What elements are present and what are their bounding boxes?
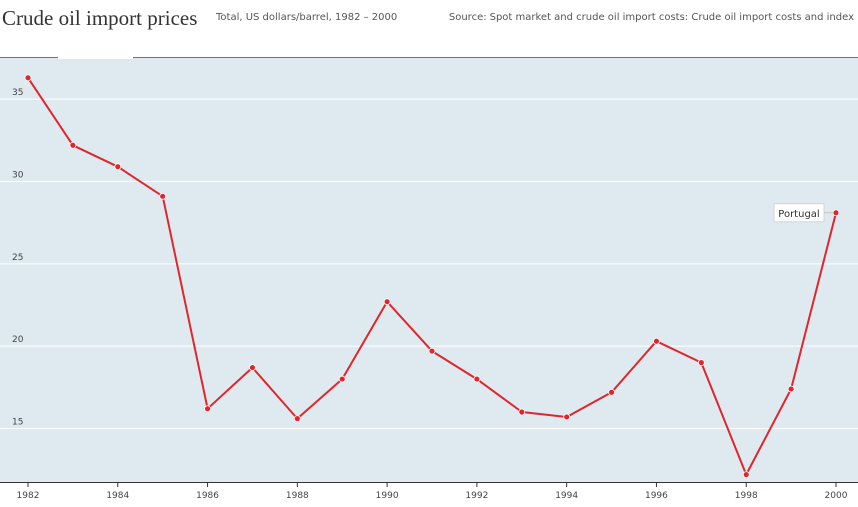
chart-header: Crude oil import prices Total, US dollar… bbox=[0, 0, 858, 40]
data-point bbox=[114, 163, 122, 171]
data-point bbox=[832, 209, 840, 217]
data-point bbox=[428, 347, 436, 355]
chart-subtitle: Total, US dollars/barrel, 1982 – 2000 bbox=[216, 12, 398, 23]
x-tick-label: 1994 bbox=[555, 491, 578, 501]
y-tick-label: 20 bbox=[12, 335, 24, 345]
data-point bbox=[159, 192, 167, 200]
x-tick-label: 1986 bbox=[196, 491, 219, 501]
data-point bbox=[697, 359, 705, 367]
data-point bbox=[383, 298, 391, 306]
x-tick-label: 1990 bbox=[376, 491, 399, 501]
series-group bbox=[24, 74, 840, 478]
data-point bbox=[653, 337, 660, 345]
data-point bbox=[204, 405, 211, 413]
series-label-group: Portugal bbox=[773, 203, 833, 223]
y-tick-label: 35 bbox=[12, 88, 23, 98]
source-text: Spot market and crude oil import costs: … bbox=[489, 12, 854, 23]
data-point bbox=[293, 415, 301, 423]
data-point bbox=[518, 408, 526, 416]
x-tick-label: 1988 bbox=[286, 491, 309, 501]
data-point bbox=[338, 375, 346, 383]
data-point bbox=[249, 364, 256, 371]
x-tick-label: 1992 bbox=[465, 491, 488, 501]
x-tick-label: 2000 bbox=[825, 491, 848, 501]
data-point bbox=[563, 413, 571, 421]
y-tick-label: 15 bbox=[12, 417, 23, 427]
y-axis: 15 20 25 30 35 bbox=[12, 88, 24, 427]
data-point bbox=[608, 388, 615, 396]
data-point bbox=[24, 74, 32, 82]
chart-title: Crude oil import prices bbox=[2, 6, 198, 30]
x-tick-label: 1998 bbox=[735, 491, 758, 501]
data-point bbox=[473, 375, 481, 383]
x-axis: 1982 1984 1986 1988 1990 1992 1994 1996 1998 2000 bbox=[0, 482, 858, 501]
plot-background bbox=[0, 58, 858, 482]
y-tick-label: 25 bbox=[12, 253, 23, 263]
data-point bbox=[787, 385, 795, 393]
plot-area bbox=[0, 56, 858, 482]
x-tick-label: 1984 bbox=[106, 491, 129, 501]
header-rule-notch bbox=[58, 56, 133, 59]
gridlines bbox=[0, 98, 858, 429]
data-point bbox=[69, 141, 77, 149]
data-point bbox=[742, 471, 750, 478]
series-label: Portugal bbox=[778, 209, 819, 220]
x-tick-label: 1996 bbox=[645, 491, 668, 501]
y-tick-label: 30 bbox=[12, 170, 24, 180]
chart-source: Source: Spot market and crude oil import … bbox=[449, 12, 854, 23]
x-tick-label: 1982 bbox=[17, 491, 40, 501]
source-label: Source: bbox=[448, 12, 487, 23]
